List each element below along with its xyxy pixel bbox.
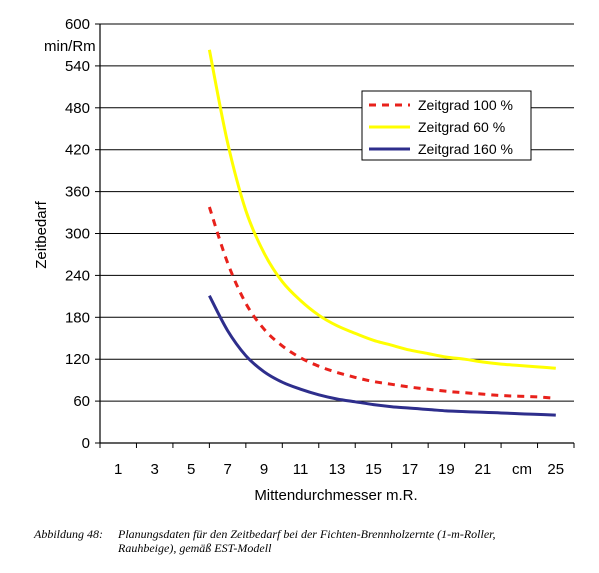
x-tick-label: 5 [187, 461, 195, 478]
y-tick-label: 600 [65, 16, 90, 33]
x-tick-label: 19 [438, 461, 455, 478]
x-tick-label: 3 [151, 461, 159, 478]
y-tick-label: 300 [65, 226, 90, 243]
grid-lines [100, 23, 574, 402]
caption-label: Abbildung 48: [34, 527, 103, 541]
y-tick-label: 480 [65, 100, 90, 117]
legend-label-2: Zeitgrad 60 % [418, 119, 505, 135]
figure-caption: Abbildung 48: Planungsdaten für den Zeitb… [34, 527, 574, 555]
y-tick-label: 0 [82, 435, 90, 452]
y-unit-label: min/Rm [44, 38, 96, 55]
x-tick-label: 1 [114, 461, 122, 478]
legend: Zeitgrad 100 % Zeitgrad 60 % Zeitgrad 160 … [361, 90, 532, 161]
caption-line-2: Rauhbeige), gemäß EST-Modell [118, 541, 272, 555]
legend-label-3: Zeitgrad 160 % [418, 141, 513, 157]
legend-label-1: Zeitgrad 100 % [418, 97, 513, 113]
x-tick-label: 25 [547, 461, 564, 478]
series-line-2 [207, 49, 556, 370]
x-tick-label: 17 [402, 461, 419, 478]
y-axis-title: Zeitbedarf [33, 200, 50, 268]
x-tick-label: 9 [260, 461, 268, 478]
x-tick-label: 21 [475, 461, 492, 478]
y-tick-label: 120 [65, 351, 90, 368]
caption-line-1: Planungsdaten für den Zeitbedarf bei der… [118, 527, 496, 541]
axes [95, 23, 575, 448]
y-tick-label: 240 [65, 267, 90, 284]
x-tick-label: 7 [223, 461, 231, 478]
y-tick-label: 180 [65, 309, 90, 326]
series-layer [207, 49, 556, 417]
y-tick-label: 60 [73, 393, 90, 410]
y-tick-label: 420 [65, 142, 90, 159]
series-line-3 [208, 295, 556, 417]
x-axis-title: Mittendurchmesser m.R. [254, 487, 417, 504]
y-tick-label: 540 [65, 58, 90, 75]
x-unit-label: cm [512, 461, 532, 478]
x-tick-label: 13 [329, 461, 346, 478]
y-tick-label: 360 [65, 184, 90, 201]
x-tick-label: 15 [365, 461, 382, 478]
x-tick-label: 11 [293, 461, 309, 478]
